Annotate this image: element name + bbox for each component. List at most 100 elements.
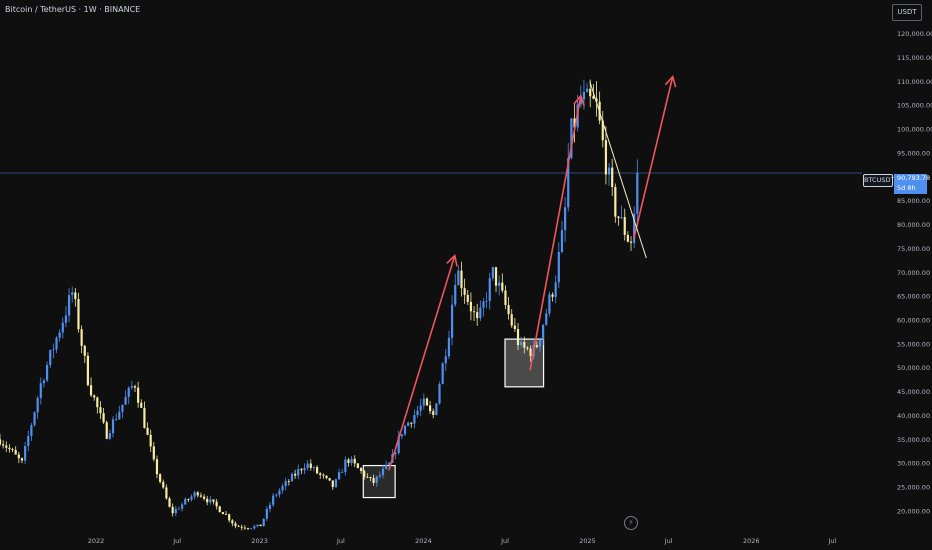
x-tick-label: Jul bbox=[500, 537, 509, 545]
candle-body bbox=[460, 270, 463, 289]
candle-body bbox=[297, 469, 300, 476]
candle-body bbox=[108, 433, 111, 439]
candle-body bbox=[488, 278, 491, 302]
candle-body bbox=[315, 467, 319, 474]
candle-body bbox=[573, 118, 576, 128]
candle-body bbox=[479, 307, 482, 319]
candle-body bbox=[454, 285, 457, 305]
candle-body bbox=[262, 518, 265, 527]
candle-body bbox=[278, 490, 281, 495]
x-axis-labels: 2022 Jul 2023 Jul 2024 Jul 2025 Jul 2026 Jul bbox=[88, 537, 837, 545]
candle-body bbox=[237, 526, 240, 527]
candle-body bbox=[381, 468, 385, 476]
candle-body bbox=[494, 267, 498, 286]
candle-body bbox=[529, 348, 532, 357]
trend-line bbox=[589, 81, 647, 259]
candle-body bbox=[215, 501, 218, 507]
candle-body bbox=[325, 475, 328, 479]
candle-body bbox=[438, 384, 441, 404]
candle-body bbox=[582, 91, 586, 100]
candle-body bbox=[89, 385, 93, 396]
bar-countdown: 5d 8h bbox=[897, 183, 916, 192]
candle-body bbox=[14, 450, 17, 455]
x-tick-label: 2022 bbox=[88, 537, 105, 545]
candle-body bbox=[240, 526, 243, 528]
candle-body bbox=[416, 410, 419, 416]
y-tick-label: 25,000.00 bbox=[897, 484, 930, 492]
candle-body bbox=[520, 341, 523, 346]
candle-body bbox=[548, 294, 551, 314]
candle-body bbox=[281, 486, 284, 491]
candle-body bbox=[611, 167, 614, 187]
candle-body bbox=[202, 496, 206, 499]
candle-body bbox=[592, 96, 595, 99]
candle-body bbox=[171, 506, 174, 514]
candle-body bbox=[432, 411, 435, 415]
currency-label[interactable]: USDT bbox=[892, 4, 922, 21]
symbol-badge: BTCUSDT bbox=[863, 174, 894, 187]
candle-body bbox=[413, 415, 416, 424]
candle-body bbox=[137, 387, 140, 403]
candle-body bbox=[526, 347, 529, 349]
candle-body bbox=[347, 459, 350, 463]
y-tick-label: 120,000.00 bbox=[897, 30, 932, 38]
candle-body bbox=[579, 99, 582, 105]
candle-body bbox=[476, 312, 479, 319]
candle-body bbox=[469, 301, 473, 312]
candle-body bbox=[633, 213, 636, 243]
candle-body bbox=[152, 446, 155, 460]
candle-body bbox=[272, 495, 275, 505]
y-tick-label: 80,000.00 bbox=[897, 221, 930, 229]
candle-body bbox=[275, 494, 278, 496]
candle-body bbox=[309, 463, 312, 468]
candle-body bbox=[457, 270, 460, 286]
candle-body bbox=[400, 434, 403, 437]
candle-body bbox=[149, 434, 152, 447]
candle-body bbox=[224, 514, 228, 515]
candle-body bbox=[560, 230, 564, 252]
candle-body bbox=[407, 422, 410, 426]
candle-body bbox=[127, 387, 130, 398]
candle-body bbox=[397, 436, 400, 454]
candle-body bbox=[557, 251, 560, 283]
candle-body bbox=[331, 480, 334, 488]
candle-body bbox=[620, 217, 623, 219]
lightning-icon[interactable]: ⚡ bbox=[624, 516, 638, 530]
candle-body bbox=[33, 412, 36, 425]
candle-body bbox=[636, 173, 639, 214]
candle-body bbox=[86, 355, 90, 386]
candle-body bbox=[253, 526, 256, 529]
candle-body bbox=[209, 499, 212, 503]
candle-body bbox=[30, 424, 33, 436]
candle-body bbox=[99, 407, 102, 414]
candle-body bbox=[614, 186, 617, 217]
candle-body bbox=[80, 329, 83, 346]
candle-body bbox=[403, 425, 407, 435]
candle-body bbox=[378, 475, 381, 477]
candle-body bbox=[482, 301, 485, 308]
candle-body bbox=[570, 118, 573, 158]
candle-body bbox=[290, 473, 294, 482]
candle-body bbox=[190, 496, 193, 500]
candle-body bbox=[507, 304, 510, 315]
candle-body bbox=[130, 386, 133, 388]
candle-body bbox=[375, 476, 378, 483]
candle-body bbox=[510, 314, 513, 326]
candle-body bbox=[133, 386, 137, 388]
candle-body bbox=[206, 498, 209, 503]
x-tick-label: 2025 bbox=[579, 537, 596, 545]
y-tick-label: 45,000.00 bbox=[897, 388, 930, 396]
candle-body bbox=[193, 492, 196, 497]
candle-body bbox=[466, 294, 469, 302]
candle-body bbox=[441, 363, 444, 385]
candle-body bbox=[447, 337, 451, 357]
candle-body bbox=[77, 299, 80, 330]
candle-body bbox=[425, 398, 429, 406]
candle-body bbox=[45, 365, 49, 381]
candle-body bbox=[168, 498, 171, 507]
candle-body bbox=[111, 419, 115, 434]
candle-body bbox=[231, 520, 234, 524]
candle-body bbox=[538, 339, 542, 348]
candle-body bbox=[491, 267, 494, 279]
